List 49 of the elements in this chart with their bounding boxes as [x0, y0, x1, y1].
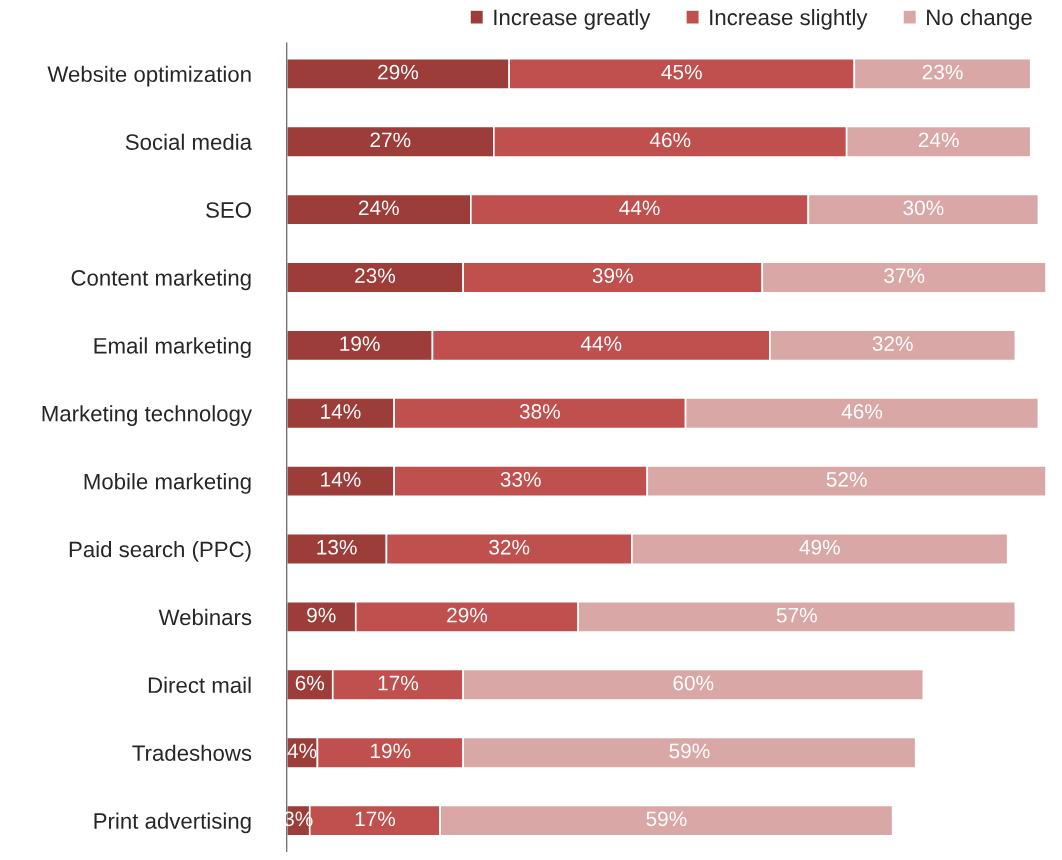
y-tick-label: Mobile marketing: [84, 473, 251, 494]
y-tick-label: Email marketing: [94, 337, 251, 359]
data-label: 14%: [321, 404, 361, 419]
data-label: 46%: [649, 132, 691, 148]
y-tick-label: Webinars: [158, 608, 252, 626]
data-label: 49%: [799, 539, 840, 555]
data-label: 19%: [371, 743, 411, 759]
data-label: 39%: [592, 268, 633, 284]
data-label: 59%: [646, 811, 687, 827]
data-label: 45%: [661, 64, 702, 80]
data-label: 46%: [841, 404, 883, 419]
data-label: 32%: [872, 336, 913, 351]
data-label: 52%: [826, 471, 867, 487]
data-label: 29%: [378, 64, 419, 80]
data-label: 32%: [489, 539, 530, 555]
data-label: 17%: [355, 811, 396, 827]
data-label: 13%: [317, 539, 357, 555]
y-tick-label: Paid search (PPC): [69, 540, 251, 562]
y-tick-label: Marketing technology: [42, 405, 252, 426]
data-label: 17%: [378, 675, 419, 691]
data-label: 33%: [500, 471, 541, 487]
y-tick-label: SEO: [206, 202, 251, 218]
y-tick-label: Social media: [125, 133, 253, 150]
data-label: 19%: [340, 336, 380, 351]
y-tick-label: Content marketing: [71, 269, 251, 291]
data-label: 24%: [918, 132, 959, 148]
data-label: 14%: [321, 472, 361, 487]
data-label: 23%: [355, 268, 396, 284]
data-label: 9%: [307, 607, 336, 623]
data-label: 37%: [884, 268, 925, 284]
y-tick-label: Print advertising: [94, 812, 251, 834]
y-tick-label: Tradeshows: [132, 744, 252, 761]
legend-label: No change: [927, 8, 1032, 30]
data-label: 6%: [295, 675, 325, 691]
legend-label: Increase greatly: [494, 8, 651, 30]
data-label: 29%: [447, 607, 488, 623]
data-label: 60%: [673, 675, 714, 691]
data-label: 27%: [370, 132, 411, 148]
legend-label: Increase slightly: [710, 8, 868, 30]
data-label: 30%: [903, 200, 944, 216]
data-label: 44%: [619, 200, 660, 216]
data-label: 57%: [776, 607, 817, 623]
data-label: 59%: [669, 743, 710, 759]
data-label: 23%: [922, 64, 963, 80]
data-label: 24%: [358, 200, 399, 216]
data-label: 38%: [519, 404, 560, 419]
y-tick-label: Direct mail: [148, 676, 251, 694]
data-label: 44%: [580, 336, 622, 351]
y-tick-label: Website optimization: [47, 65, 251, 87]
